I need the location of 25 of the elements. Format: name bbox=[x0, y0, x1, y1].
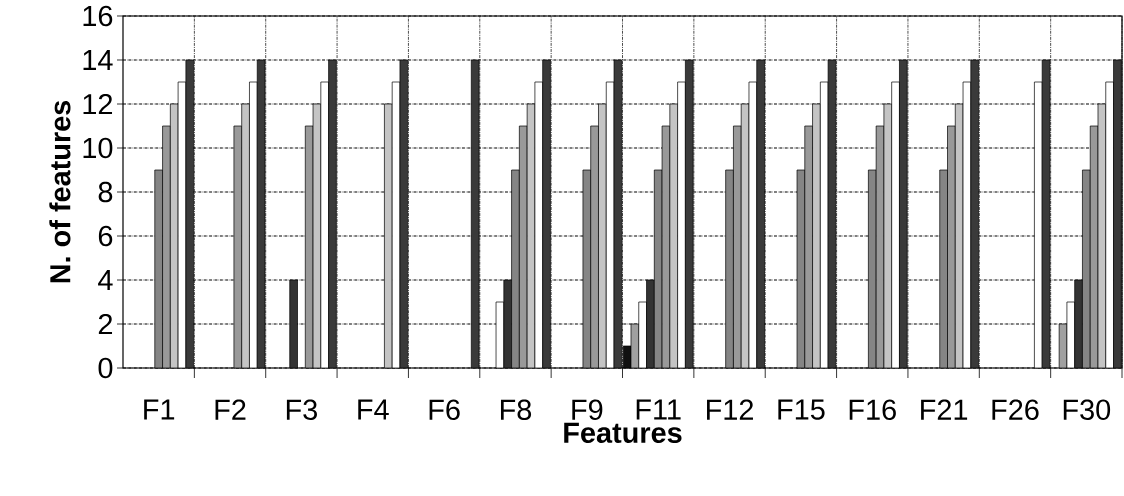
x-tick-label: F2 bbox=[215, 399, 246, 420]
x-tick-label: F6 bbox=[429, 399, 460, 420]
x-tick-label: F1 bbox=[144, 399, 175, 420]
y-tick-label: 2 bbox=[98, 313, 113, 335]
x-tick-label: F11 bbox=[636, 399, 681, 420]
y-tick-label: 16 bbox=[83, 5, 113, 27]
y-tick-label: 8 bbox=[98, 181, 113, 203]
y-tick-label: 0 bbox=[98, 357, 113, 379]
x-tick-label: F30 bbox=[1063, 399, 1111, 420]
x-tick-label: F16 bbox=[849, 399, 896, 420]
x-tick-label: F4 bbox=[358, 399, 389, 420]
x-tick-label: F21 bbox=[921, 399, 968, 420]
x-tick-label: F12 bbox=[707, 399, 753, 420]
y-tick-label: 4 bbox=[98, 270, 113, 290]
y-tick-label: 14 bbox=[83, 50, 113, 70]
y-tick-label: 12 bbox=[83, 93, 113, 115]
y-tick-label: 10 bbox=[83, 137, 113, 159]
x-tick-label: F9 bbox=[572, 399, 603, 420]
x-tick-label: F3 bbox=[286, 399, 317, 420]
x-tick-label: F8 bbox=[500, 399, 532, 420]
x-tick-label: F15 bbox=[778, 399, 825, 420]
x-tick-label: F26 bbox=[992, 399, 1039, 420]
y-axis-title: N. of features bbox=[49, 100, 71, 283]
y-tick-label: 6 bbox=[98, 225, 113, 247]
x-axis-title: Features bbox=[564, 422, 682, 443]
